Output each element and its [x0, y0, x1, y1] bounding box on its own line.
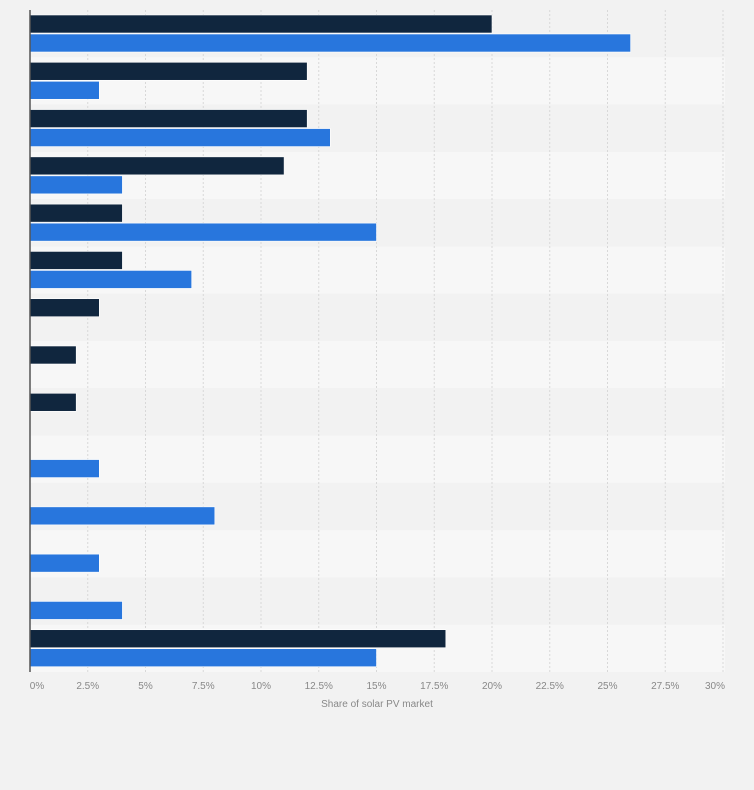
- bar-series-1[interactable]: [29, 629, 447, 649]
- bars: [29, 14, 631, 668]
- bar-series-2[interactable]: [29, 459, 100, 478]
- x-tick-label: 15%: [366, 681, 386, 692]
- bar-series-2[interactable]: [29, 270, 192, 289]
- bar-series-2[interactable]: [29, 33, 631, 53]
- x-tick-label: 17.5%: [420, 681, 448, 692]
- bar-series-2[interactable]: [29, 175, 123, 195]
- row-band: [30, 577, 725, 625]
- bar-series-1[interactable]: [29, 61, 308, 81]
- row-band: [30, 530, 725, 578]
- row-band: [30, 388, 725, 436]
- x-tick-label: 25%: [597, 681, 617, 692]
- bar-series-2[interactable]: [29, 553, 100, 573]
- x-tick-label: 22.5%: [536, 681, 564, 692]
- x-tick-label: 7.5%: [192, 681, 215, 692]
- bar-series-2[interactable]: [29, 601, 123, 620]
- bar-series-2[interactable]: [29, 648, 377, 668]
- x-axis-label: Share of solar PV market: [321, 699, 433, 710]
- x-tick-label: 2.5%: [76, 681, 99, 692]
- bar-series-2[interactable]: [29, 222, 377, 242]
- row-band: [30, 435, 725, 483]
- x-tick-label: 0%: [30, 681, 45, 692]
- bar-series-1[interactable]: [29, 298, 100, 318]
- bar-series-2[interactable]: [29, 506, 216, 526]
- x-tick-label: 20%: [482, 681, 502, 692]
- x-tick-label: 5%: [138, 681, 153, 692]
- x-tick-label: 12.5%: [305, 681, 333, 692]
- bar-series-1[interactable]: [29, 203, 123, 223]
- x-tick-label: 27.5%: [651, 681, 679, 692]
- x-tick-label: 10%: [251, 681, 271, 692]
- row-band: [30, 341, 725, 389]
- row-band: [30, 293, 725, 341]
- bar-series-1[interactable]: [29, 156, 285, 176]
- bar-series-1[interactable]: [29, 109, 308, 128]
- bar-series-2[interactable]: [29, 80, 100, 100]
- bar-series-1[interactable]: [29, 14, 493, 34]
- bar-series-1[interactable]: [29, 345, 77, 365]
- bar-series-1[interactable]: [29, 392, 77, 412]
- bar-series-2[interactable]: [29, 128, 331, 147]
- bar-series-1[interactable]: [29, 251, 123, 270]
- x-tick-labels: 0% 2.5% 5% 7.5% 10% 12.5% 15% 17.5% 20% 22.5% 25% 2…: [30, 681, 725, 692]
- x-tick-label: 30%: [705, 681, 725, 692]
